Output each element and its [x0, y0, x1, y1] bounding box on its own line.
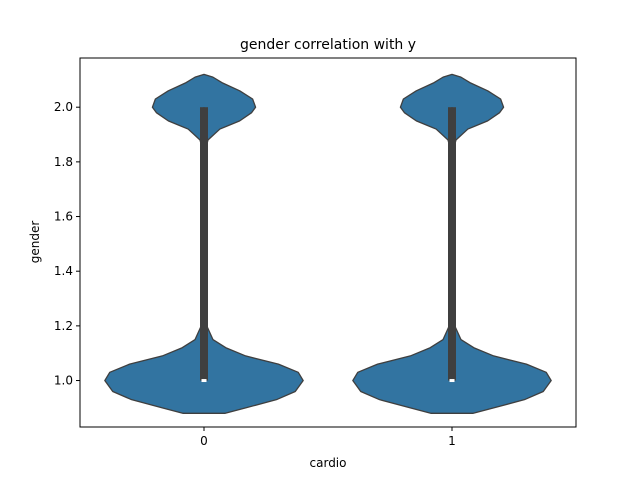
violin-median-marker [201, 379, 207, 383]
chart-title: gender correlation with y [240, 37, 416, 53]
y-tick-label: 2.0 [54, 100, 73, 114]
y-axis: 1.0 1.2 1.4 1.6 1.8 2.0 [54, 100, 80, 388]
violin-iqr-box [448, 107, 456, 381]
plot-frame [79, 57, 577, 428]
violin-iqr-box [200, 107, 208, 381]
y-tick-label: 1.8 [54, 155, 73, 169]
y-tick-label: 1.4 [54, 264, 73, 278]
x-axis-label: cardio [310, 456, 347, 470]
y-axis-label: gender [28, 221, 42, 264]
inner-box-layer [200, 107, 456, 383]
y-tick-label: 1.2 [54, 319, 73, 333]
x-tick-label: 1 [448, 434, 456, 448]
violins-layer [104, 73, 552, 414]
violin-median-marker [449, 379, 455, 383]
y-tick-label: 1.6 [54, 210, 73, 224]
x-tick-label: 0 [200, 434, 208, 448]
y-tick-label: 1.0 [54, 374, 73, 388]
